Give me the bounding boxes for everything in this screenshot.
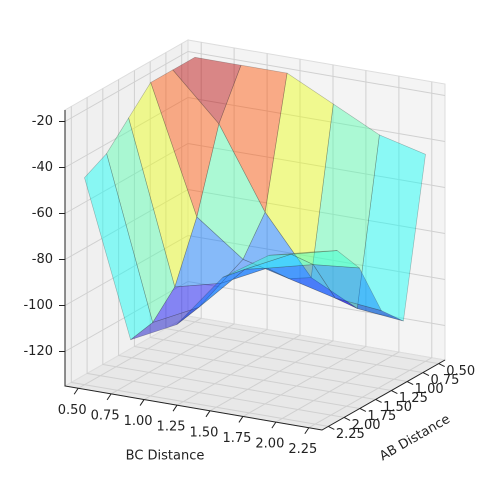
y-tick xyxy=(375,399,382,403)
surface-patch xyxy=(310,103,380,310)
grid-line xyxy=(77,42,202,389)
x-axis-label: BC Distance xyxy=(126,449,205,464)
y-tick-label: 1.75 xyxy=(367,409,396,424)
y-tick xyxy=(359,408,367,412)
surface-patch xyxy=(196,122,266,260)
grid-line xyxy=(176,59,301,406)
surface-patch xyxy=(128,81,198,288)
z-tick-label: -80 xyxy=(32,252,53,267)
y-tick xyxy=(438,363,445,368)
z-tick-label: -120 xyxy=(23,344,53,359)
grid-line xyxy=(118,79,376,400)
axis-line xyxy=(64,110,446,431)
surface-patch xyxy=(356,134,426,322)
y-tick xyxy=(422,372,430,377)
grid-line xyxy=(181,43,439,365)
y-tick-label: 0.75 xyxy=(430,373,459,388)
surface-patch xyxy=(150,69,220,218)
z-tick-label: -100 xyxy=(23,298,53,313)
y-tick xyxy=(343,416,351,421)
surface-patch xyxy=(176,269,246,325)
grid-line xyxy=(64,280,446,352)
grid-line xyxy=(209,64,334,412)
grid-line xyxy=(64,188,446,260)
grid-line xyxy=(110,47,235,395)
y-tick-label: 0.50 xyxy=(446,364,475,379)
surface-patch xyxy=(312,264,382,312)
z-tick-label: -60 xyxy=(32,206,53,221)
x-tick xyxy=(106,393,112,401)
y-tick xyxy=(406,381,414,385)
x-tick-label: 1.50 xyxy=(189,425,218,440)
x-tick-label: 0.75 xyxy=(91,408,120,423)
surface-patch xyxy=(242,211,312,280)
y-tick-label: 1.50 xyxy=(383,400,412,415)
x-tick-label: 1.75 xyxy=(222,431,251,446)
x-tick-label: 1.25 xyxy=(157,420,186,435)
grid-line xyxy=(149,61,408,382)
surface-patch xyxy=(174,216,244,288)
surface-patch xyxy=(84,152,154,341)
x-tick-label: 2.00 xyxy=(255,437,284,452)
z-tick-label: -40 xyxy=(32,160,53,175)
surface-patch xyxy=(335,297,404,322)
grid-line xyxy=(308,81,433,429)
x-tick xyxy=(172,404,178,412)
x-tick xyxy=(304,427,310,435)
y-tick-label: 2.00 xyxy=(352,418,381,433)
surface-patch xyxy=(218,64,288,214)
surface-patch xyxy=(264,72,334,279)
surface-patch xyxy=(288,277,358,309)
grid-line xyxy=(143,53,268,400)
surface-patch xyxy=(265,264,336,299)
y-tick xyxy=(391,390,398,394)
grid-line xyxy=(102,88,360,409)
y-tick-label: 1.25 xyxy=(399,391,428,406)
grid-line xyxy=(242,70,367,417)
grid-line xyxy=(64,234,446,306)
grid-line xyxy=(64,142,446,214)
x-tick xyxy=(205,410,211,418)
surface-patch xyxy=(268,250,338,256)
grid-line xyxy=(64,96,446,168)
surface-patch xyxy=(152,282,222,324)
x-tick xyxy=(238,416,244,423)
x-tick-label: 2.25 xyxy=(288,442,317,457)
x-tick xyxy=(73,387,79,395)
grid-line xyxy=(165,52,423,374)
x-tick xyxy=(271,421,277,429)
y-tick xyxy=(328,425,335,430)
grid-line xyxy=(64,50,446,122)
x-tick-label: 0.50 xyxy=(58,403,87,418)
grid-line xyxy=(275,76,400,423)
surface-patch xyxy=(198,267,268,308)
y-tick-label: 2.25 xyxy=(336,427,365,442)
surface-patch xyxy=(289,250,361,269)
y-tick-label: 1.00 xyxy=(415,382,444,397)
grid-line xyxy=(70,106,329,427)
x-tick xyxy=(139,399,145,406)
grid-line xyxy=(86,97,345,418)
surface-patch xyxy=(130,307,199,340)
z-tick-label: -20 xyxy=(32,114,53,129)
surface-patch xyxy=(172,56,242,125)
x-tick-label: 1.00 xyxy=(124,414,153,429)
surface-patch xyxy=(222,253,292,278)
surface-patch xyxy=(244,253,315,270)
surface-patch xyxy=(106,117,176,324)
surface-patch xyxy=(219,258,290,284)
grid-line xyxy=(133,70,392,391)
